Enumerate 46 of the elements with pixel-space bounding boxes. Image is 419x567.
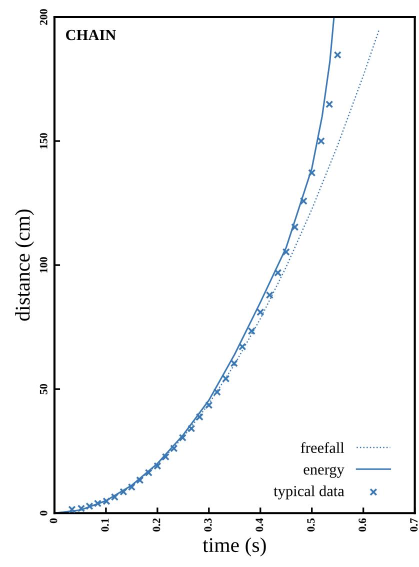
point bbox=[248, 327, 256, 335]
x-tick-label: 0.3 bbox=[204, 518, 212, 532]
point bbox=[326, 100, 334, 108]
legend-label: typical data bbox=[274, 485, 344, 500]
point bbox=[110, 493, 119, 501]
y-tick-label: 200 bbox=[40, 9, 48, 25]
y-tick-label: 50 bbox=[40, 384, 48, 394]
point bbox=[256, 308, 264, 316]
x-tick-label: 0.1 bbox=[101, 518, 109, 532]
x-tick-label: 0.6 bbox=[358, 518, 366, 532]
point bbox=[170, 444, 178, 452]
y-tick-label: 150 bbox=[40, 133, 48, 148]
point bbox=[144, 468, 153, 477]
y-axis-title: distance (cm) bbox=[15, 210, 34, 321]
point bbox=[334, 51, 342, 59]
point bbox=[136, 476, 144, 484]
point bbox=[222, 374, 230, 383]
legend-label: energy bbox=[304, 466, 344, 478]
point bbox=[238, 342, 246, 351]
x-tick-label: 0.7 bbox=[410, 518, 418, 532]
x-tick-label: 0.4 bbox=[256, 518, 264, 532]
x-axis-title: time (s) bbox=[202, 537, 266, 556]
point bbox=[188, 424, 196, 432]
point bbox=[128, 483, 136, 491]
point bbox=[308, 168, 316, 177]
x-tick-label: 0.2 bbox=[152, 518, 160, 532]
point bbox=[317, 137, 325, 145]
point bbox=[282, 248, 290, 256]
point bbox=[196, 413, 204, 421]
x-tick-label: 0.5 bbox=[307, 518, 315, 532]
point bbox=[205, 401, 213, 410]
point bbox=[266, 291, 274, 299]
point bbox=[162, 452, 170, 461]
point bbox=[274, 268, 282, 277]
point bbox=[178, 434, 186, 442]
legend-label: freefall bbox=[300, 442, 344, 454]
point bbox=[291, 223, 299, 231]
point bbox=[120, 488, 128, 496]
point bbox=[230, 359, 238, 368]
point bbox=[154, 462, 162, 470]
text: CHAIN bbox=[66, 30, 116, 40]
y-tick-label: 100 bbox=[40, 257, 48, 273]
x-tick-label: 0 bbox=[50, 518, 58, 524]
point bbox=[300, 197, 308, 205]
point bbox=[213, 388, 221, 396]
y-tick-label: 0 bbox=[40, 510, 48, 516]
